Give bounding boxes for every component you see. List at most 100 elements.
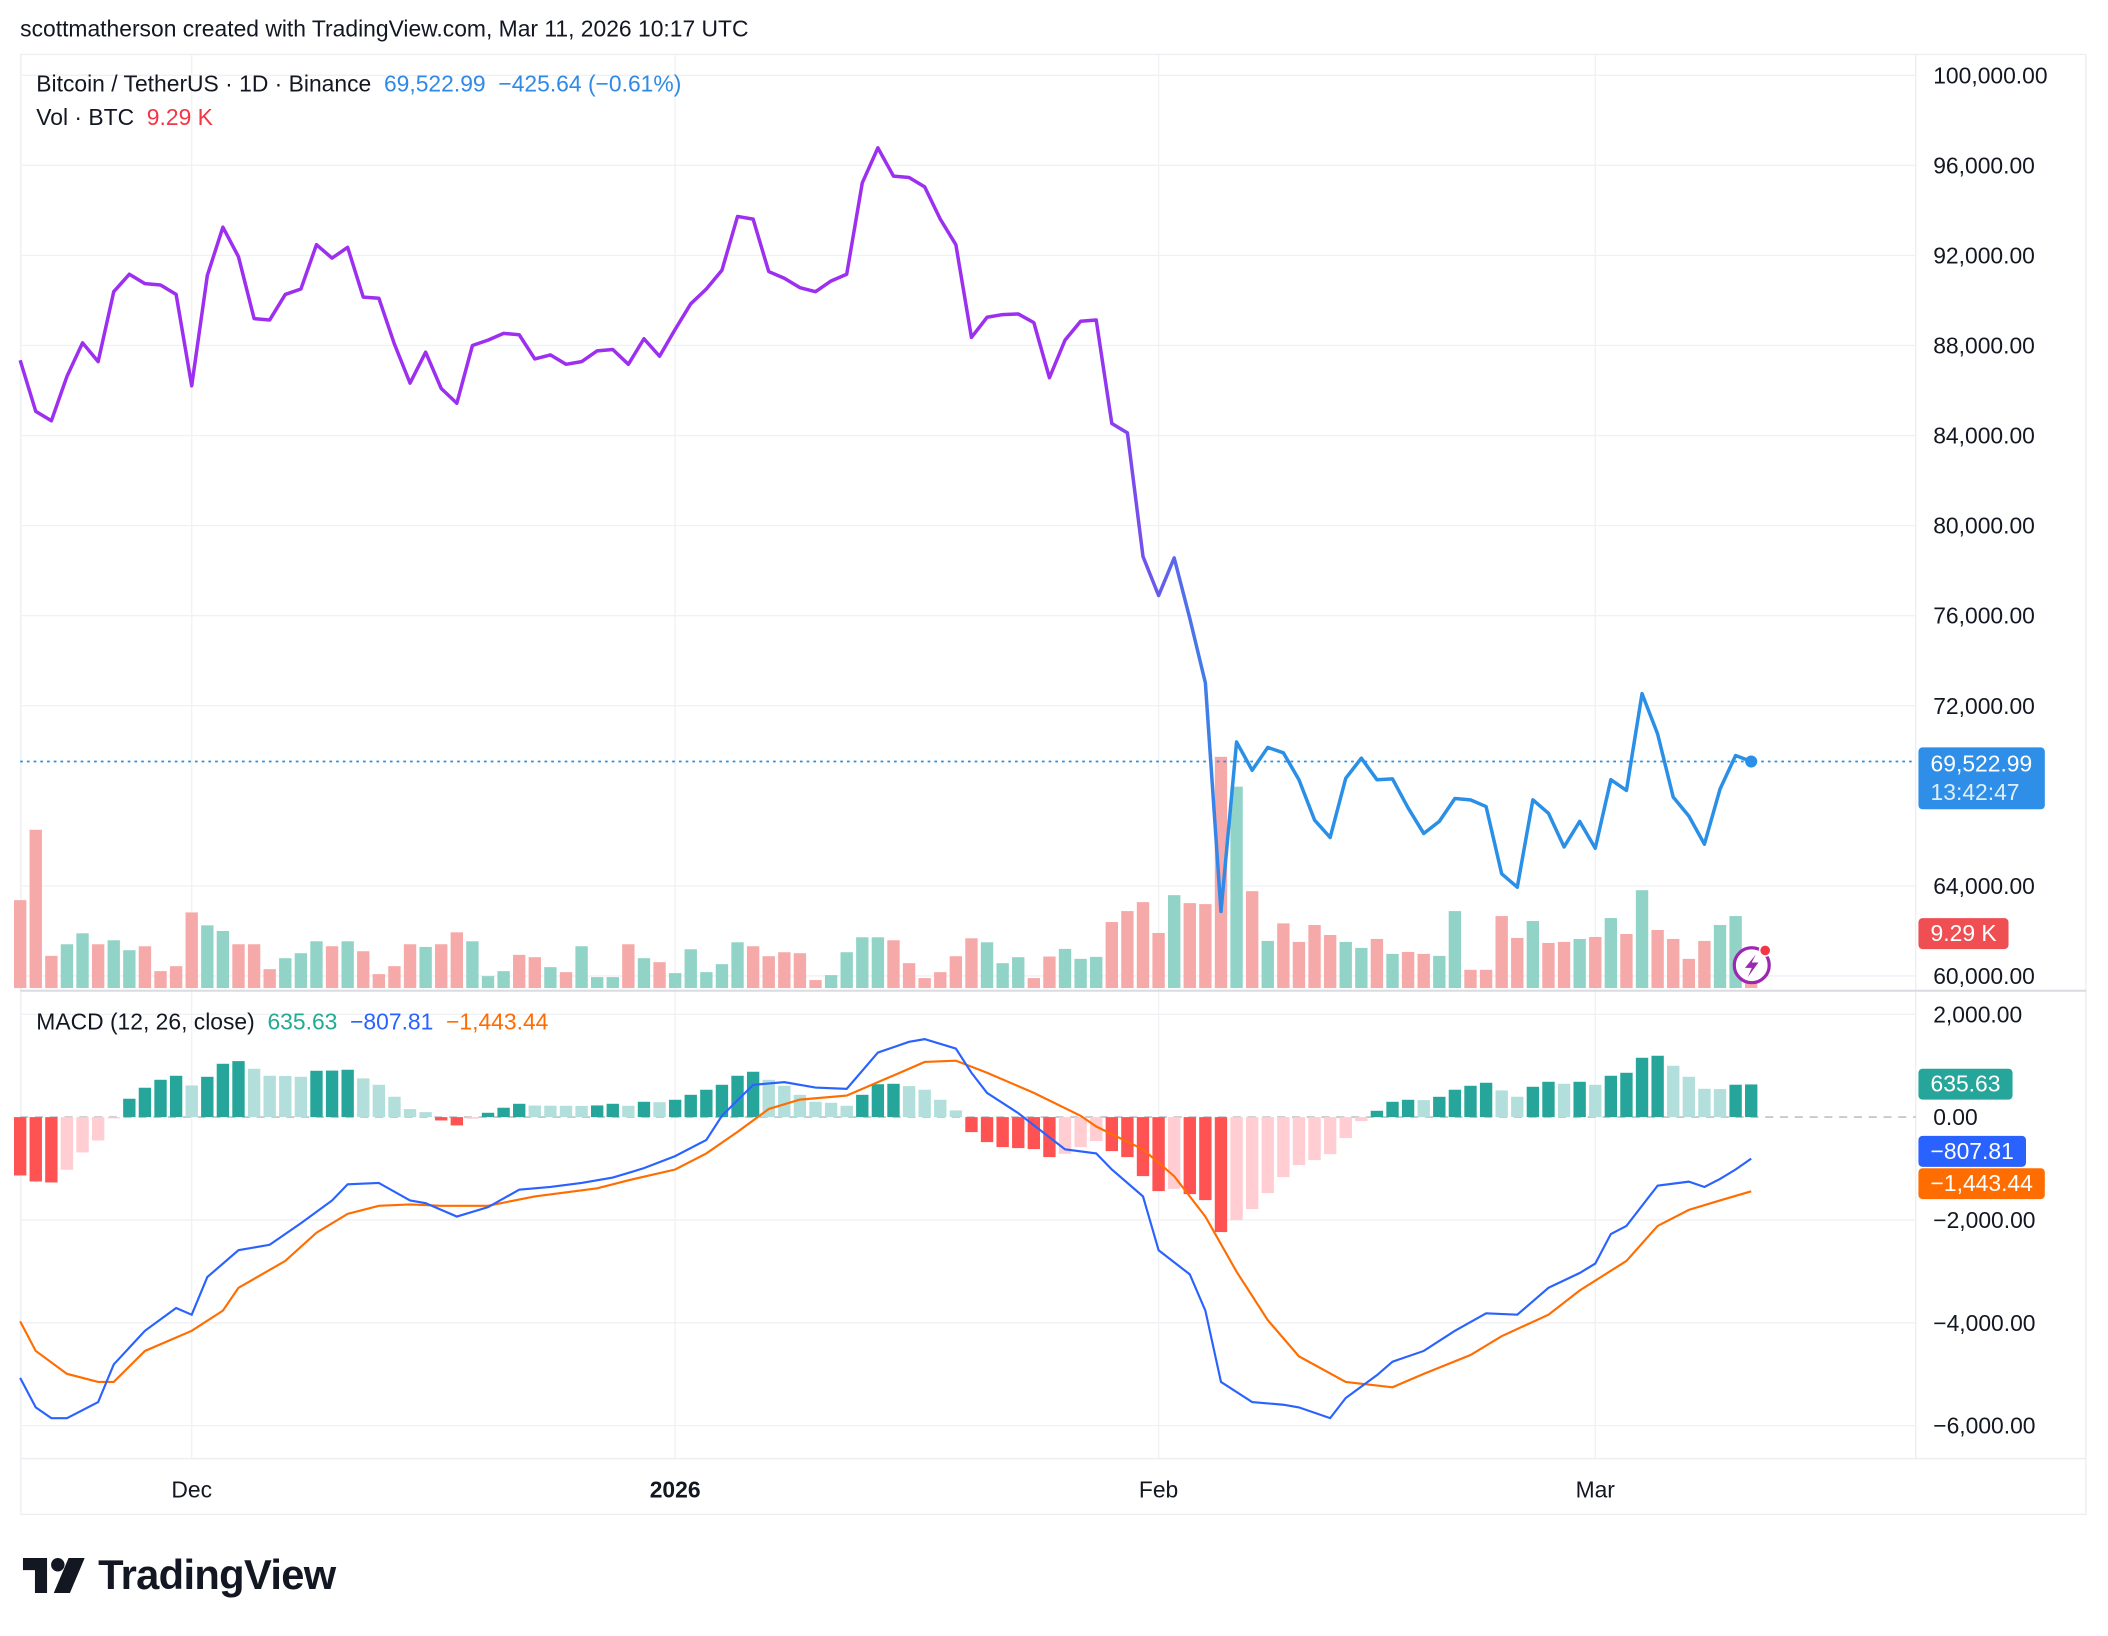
- volume-bar: [653, 962, 666, 989]
- histogram-bar: [294, 1076, 308, 1118]
- volume-title: Vol · BTC: [36, 104, 135, 131]
- macd-tick-label: −2,000.00: [1933, 1207, 2035, 1233]
- price-tick-label: 80,000.00: [1933, 513, 2035, 539]
- volume-bar: [1152, 932, 1165, 989]
- histogram-bar: [513, 1103, 526, 1118]
- histogram-bar: [1012, 1117, 1025, 1149]
- histogram-bar: [45, 1117, 58, 1183]
- histogram-bar: [1713, 1089, 1727, 1118]
- volume-bar: [216, 930, 230, 989]
- volume-bar: [29, 829, 42, 989]
- histogram-bar: [809, 1101, 822, 1118]
- histogram-bar: [13, 1117, 27, 1176]
- histogram-bar: [1526, 1086, 1540, 1118]
- snapshot-credit: scottmatherson created with TradingView.…: [20, 16, 749, 42]
- histogram-bar: [840, 1105, 853, 1118]
- volume-bar: [1308, 925, 1321, 989]
- volume-bar: [13, 900, 27, 989]
- last-price-badge-value: 69,522.99: [1930, 751, 2033, 777]
- volume-bar: [435, 944, 448, 989]
- volume-legend[interactable]: Vol · BTC 9.29 K: [36, 105, 213, 132]
- histogram-bar: [1417, 1100, 1430, 1118]
- histogram-bar: [263, 1075, 276, 1118]
- histogram-bar: [606, 1103, 619, 1118]
- volume-bar: [684, 949, 697, 989]
- volume-bar: [91, 944, 105, 989]
- histogram-bar: [856, 1094, 869, 1118]
- volume-bar: [1183, 903, 1196, 989]
- histogram-bar: [996, 1117, 1009, 1148]
- grid-lines: [20, 55, 2087, 1460]
- volume-bar: [357, 951, 370, 989]
- volume-bar: [1012, 957, 1025, 989]
- macd-badge: −807.81: [1918, 1135, 2026, 1167]
- volume-bar: [1651, 929, 1664, 989]
- tradingview-logo[interactable]: TradingView: [22, 1551, 336, 1599]
- histogram-bar: [1464, 1085, 1477, 1118]
- price-tick-label: 76,000.00: [1933, 603, 2035, 629]
- volume-bar: [1323, 934, 1337, 989]
- histogram-bar: [1495, 1090, 1508, 1118]
- volume-bar: [1058, 948, 1072, 989]
- volume-bar: [668, 973, 682, 989]
- volume-bar: [731, 942, 744, 989]
- volume-bar: [1355, 947, 1368, 989]
- volume-bar: [1292, 941, 1306, 989]
- histogram-bar: [778, 1085, 791, 1118]
- histogram-bar: [871, 1084, 885, 1118]
- histogram-bar: [980, 1117, 994, 1143]
- histogram-bar: [965, 1117, 978, 1133]
- histogram-bar: [1292, 1117, 1306, 1166]
- histogram-bar: [1261, 1117, 1274, 1194]
- volume-bar: [980, 942, 994, 989]
- volume-bar: [1105, 922, 1118, 989]
- histogram-bar: [185, 1085, 198, 1118]
- histogram-bar: [123, 1098, 136, 1118]
- histogram-bar: [216, 1063, 230, 1118]
- volume-bar: [1589, 936, 1602, 989]
- volume-bar: [1214, 756, 1228, 989]
- volume-bar: [1464, 969, 1477, 989]
- histogram-bar: [372, 1084, 386, 1118]
- volume-bar: [247, 944, 261, 989]
- histogram-bar: [824, 1102, 838, 1118]
- volume-bar: [902, 963, 916, 989]
- price-axis[interactable]: 100,000.00 96,000.00 92,000.00 88,000.00 84,…: [1933, 62, 2047, 989]
- macd-axis[interactable]: 2,000.00 0.00 −2,000.00 −4,000.00 −6,000.00: [1933, 1001, 2035, 1438]
- volume-bar: [528, 957, 541, 989]
- volume-bar: [388, 966, 401, 989]
- histogram-bar: [1651, 1055, 1664, 1118]
- volume-bar: [559, 972, 573, 989]
- volume-bar: [201, 925, 214, 989]
- volume-bar: [887, 940, 900, 989]
- volume-bar: [1027, 978, 1041, 989]
- histogram-bar: [528, 1105, 541, 1118]
- volume-bar: [575, 946, 588, 989]
- volume-bar: [965, 938, 978, 989]
- price-tick-label: 60,000.00: [1933, 963, 2035, 989]
- histogram-bar: [575, 1105, 588, 1118]
- histogram-bar: [1667, 1065, 1680, 1118]
- symbol-title: Bitcoin / TetherUS · 1D · Binance: [36, 71, 372, 97]
- volume-bar: [1604, 918, 1618, 989]
- volume-bar: [263, 969, 276, 989]
- volume-bar: [1339, 941, 1352, 989]
- macd-legend[interactable]: MACD (12, 26, close) 635.63 −807.81 −1,4…: [36, 1010, 548, 1037]
- volume-bar: [544, 967, 557, 989]
- macd-tick-label: −4,000.00: [1933, 1310, 2035, 1336]
- histogram-bar: [684, 1094, 697, 1118]
- histogram-bar: [949, 1110, 963, 1118]
- histogram-bar: [466, 1117, 479, 1119]
- volume-bar: [1043, 956, 1056, 989]
- histogram-bar: [1183, 1117, 1196, 1195]
- volume-bar: [1417, 953, 1430, 989]
- symbol-legend[interactable]: Bitcoin / TetherUS · 1D · Binance 69,522…: [36, 71, 681, 98]
- volume-bar: [996, 963, 1009, 989]
- legend-last-price: 69,522.99: [383, 71, 486, 97]
- time-axis[interactable]: Dec 2026 Feb Mar: [171, 1477, 1615, 1503]
- chart-frame: [20, 53, 2087, 1516]
- price-tick-label: 88,000.00: [1933, 333, 2035, 359]
- lightning-alert-icon[interactable]: [1732, 943, 1772, 985]
- volume-bar: [1121, 911, 1134, 989]
